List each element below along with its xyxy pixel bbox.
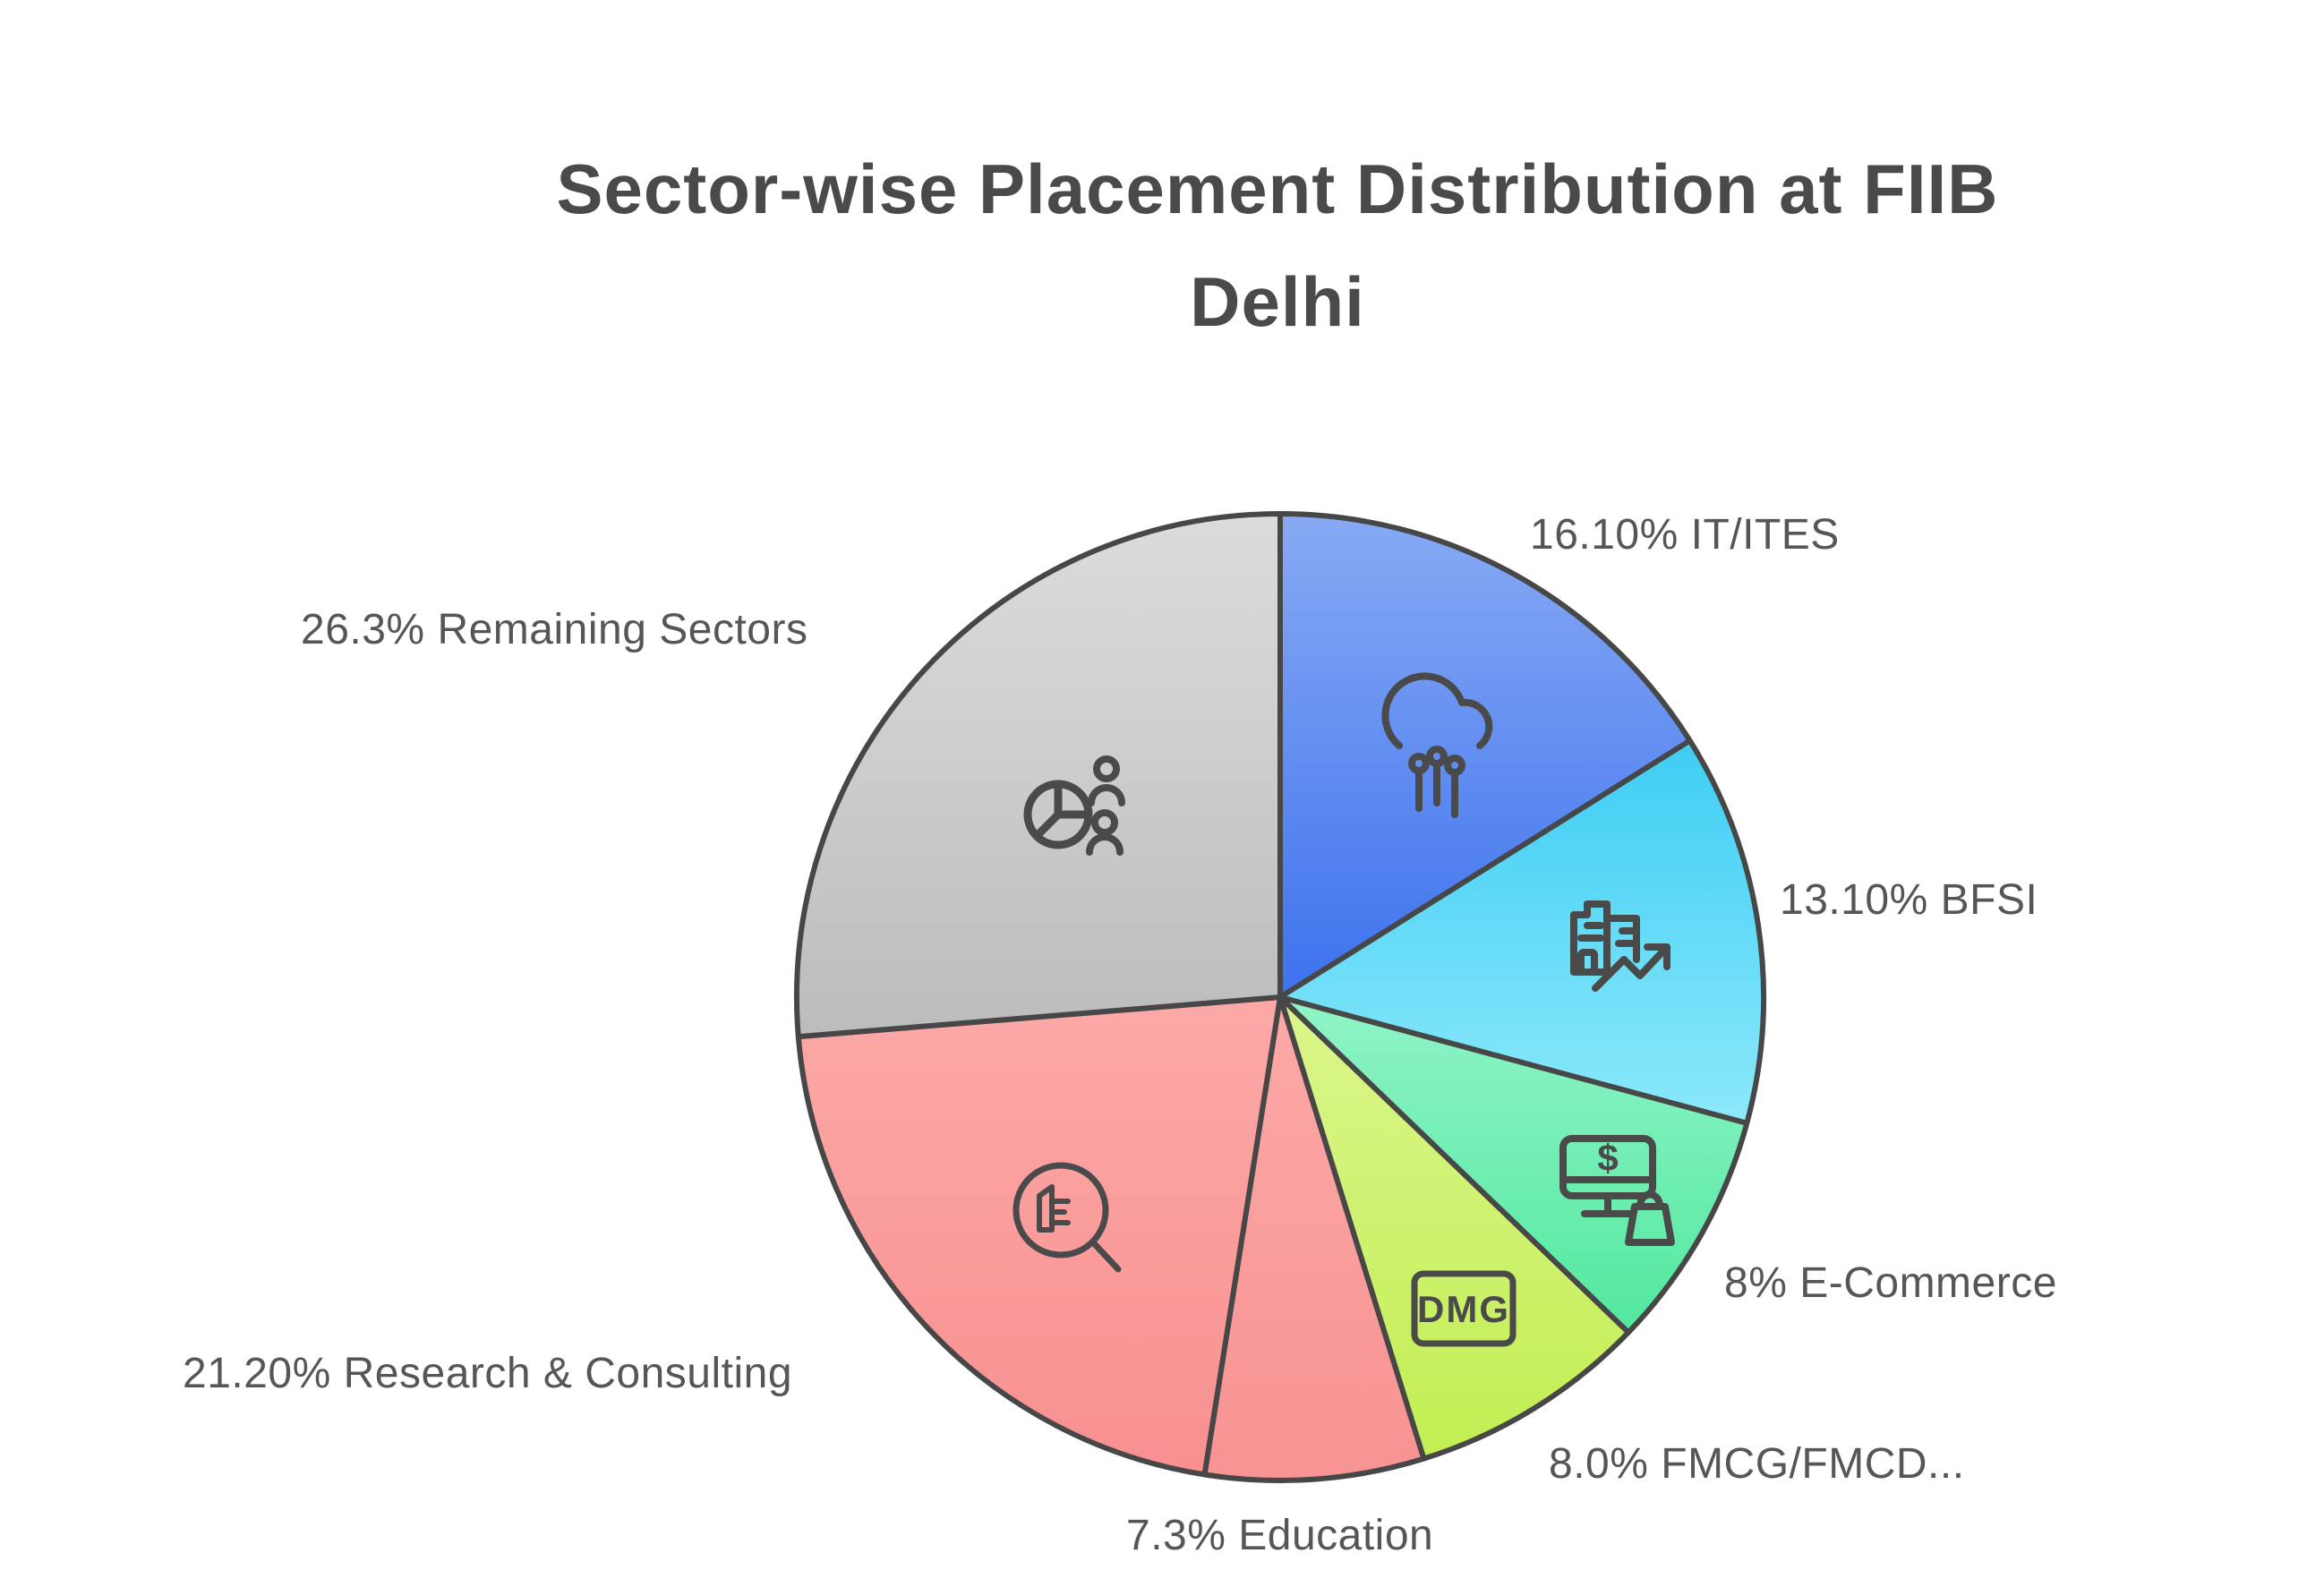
callout-remaining-sectors: 26.3% Remaining Sectors xyxy=(301,606,808,653)
monitor-shopping-bag-icon: $ xyxy=(1559,1135,1675,1246)
pie-slice-fmcg-fmcd[interactable] xyxy=(1277,994,1631,1462)
chart-title: Sector-wise Placement Distribution at FI… xyxy=(557,132,1999,359)
callout-education: 7.3% Education xyxy=(1126,1512,1434,1559)
dmg-badge-icon: DMG xyxy=(1411,1270,1517,1347)
building-growth-icon xyxy=(1570,900,1670,992)
pie-slices xyxy=(794,511,1766,1483)
pie-slice-e-commerce[interactable] xyxy=(1277,994,1750,1335)
dmg-badge-label: DMG xyxy=(1417,1288,1510,1330)
pie-slice-education[interactable] xyxy=(1201,994,1427,1483)
pie-slice-remaining-sectors[interactable] xyxy=(794,511,1283,1040)
pie-slice-research-consulting[interactable] xyxy=(795,994,1283,1478)
pie-with-people-icon xyxy=(1023,755,1125,856)
callout-e-commerce: 8% E-Commerce xyxy=(1724,1259,2057,1307)
callout-bfsi: 13.10% BFSI xyxy=(1780,876,2038,924)
dollar-glyph: $ xyxy=(1597,1137,1618,1179)
chart-title-line2: Delhi xyxy=(1190,262,1365,342)
callout-research-consulting: 21.20% Research & Consulting xyxy=(183,1350,793,1397)
chart-title-line1: Sector-wise Placement Distribution at FI… xyxy=(556,149,1999,228)
magnifier-report-icon xyxy=(1012,1162,1122,1273)
callout-fmcg-fmcd: 8.0% FMCG/FMCD... xyxy=(1549,1440,1965,1488)
pie-slice-it-ites[interactable] xyxy=(1277,511,1693,1000)
cloud-computing-icon xyxy=(1381,672,1493,818)
callout-it-ites: 16.10% IT/ITES xyxy=(1530,511,1840,559)
